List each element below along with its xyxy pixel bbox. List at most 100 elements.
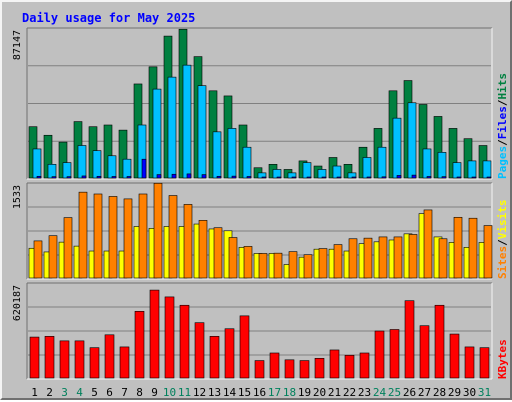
bar-pages-day-30	[471, 176, 477, 179]
bar-kbytes-day-17	[269, 352, 280, 379]
bar-files-day-19	[302, 162, 312, 179]
bar-kbytes-day-8	[134, 311, 145, 379]
x-tick-label: 26	[403, 386, 416, 399]
bar-pages-day-5	[96, 175, 102, 179]
bar-pages-day-26	[411, 174, 417, 179]
bar-files-day-29	[452, 162, 462, 179]
x-tick-label: 5	[91, 386, 98, 399]
x-tick-label: 16	[253, 386, 266, 399]
bar-kbytes-day-15	[239, 315, 250, 379]
bar-kbytes-day-23	[359, 352, 370, 379]
bar-files-day-31	[482, 160, 492, 179]
bar-pages-day-13	[216, 175, 222, 179]
bar-files-day-21	[332, 165, 342, 179]
bar-kbytes-day-13	[209, 336, 220, 379]
legend-entry: Hits	[496, 73, 509, 100]
bar-files-day-25	[392, 117, 402, 179]
x-tick-label: 30	[463, 386, 476, 399]
legend-entry: /	[496, 139, 509, 146]
bar-sites-day-7	[123, 198, 133, 279]
bar-sites-day-17	[273, 252, 283, 279]
x-tick-label: 31	[478, 386, 491, 399]
bar-files-day-26	[407, 102, 417, 179]
bar-sites-day-16	[258, 253, 268, 279]
x-tick-label: 1	[31, 386, 38, 399]
x-tick-label: 25	[388, 386, 401, 399]
bar-kbytes-day-11	[179, 304, 190, 379]
bar-files-day-15	[242, 146, 252, 179]
bar-kbytes-day-19	[299, 360, 310, 379]
series-kbytes	[29, 289, 490, 379]
bar-files-day-13	[212, 131, 222, 179]
bar-sites-day-24	[378, 236, 388, 279]
bar-sites-day-3	[63, 217, 73, 279]
x-tick-label: 23	[358, 386, 371, 399]
x-tick-label: 27	[418, 386, 431, 399]
bar-pages-day-14	[231, 175, 237, 179]
x-tick-label: 3	[61, 386, 68, 399]
bar-pages-day-7	[126, 176, 132, 179]
bar-sites-day-9	[153, 182, 163, 279]
bar-files-day-7	[122, 158, 132, 179]
bar-sites-day-13	[213, 227, 223, 279]
bar-files-day-9	[152, 88, 162, 179]
bar-sites-day-6	[108, 196, 118, 279]
bar-sites-day-14	[228, 237, 238, 279]
x-tick-label: 17	[268, 386, 281, 399]
x-tick-label: 28	[433, 386, 446, 399]
bar-pages-day-29	[456, 176, 462, 179]
bar-kbytes-day-5	[89, 347, 100, 379]
bar-files-day-27	[422, 148, 432, 179]
legend-entry: /	[496, 99, 509, 106]
legend-top: Pages/Files/Hits	[496, 73, 509, 179]
x-tick-label: 9	[151, 386, 158, 399]
series-visits	[28, 213, 488, 279]
bar-files-day-30	[467, 160, 477, 179]
legend-entry: /	[496, 239, 509, 246]
bar-pages-day-19	[306, 176, 312, 179]
bar-kbytes-day-24	[374, 330, 385, 379]
bar-files-day-10	[167, 76, 177, 179]
panel-bottom: 620187 KBytes	[12, 282, 509, 380]
bar-pages-day-9	[156, 174, 162, 179]
bar-kbytes-day-9	[149, 289, 160, 379]
legend-entry: KBytes	[496, 339, 509, 379]
x-tick-label: 19	[298, 386, 311, 399]
bar-pages-day-18	[291, 176, 297, 179]
bar-sites-day-31	[483, 225, 493, 279]
x-tick-label: 10	[163, 386, 176, 399]
bar-sites-day-19	[303, 254, 313, 279]
x-tick-label: 13	[208, 386, 221, 399]
x-tick-label: 2	[46, 386, 53, 399]
x-tick-label: 15	[238, 386, 251, 399]
bar-kbytes-day-29	[449, 333, 460, 379]
chart-title: Daily usage for May 2025	[22, 11, 195, 25]
bar-files-day-24	[377, 146, 387, 179]
bar-kbytes-day-12	[194, 322, 205, 379]
x-tick-label: 22	[343, 386, 356, 399]
bar-kbytes-day-28	[434, 304, 445, 379]
bar-pages-day-24	[381, 176, 387, 179]
bar-pages-day-20	[321, 176, 327, 179]
bar-kbytes-day-3	[59, 340, 70, 379]
bar-kbytes-day-2	[44, 336, 55, 379]
bar-sites-day-1	[33, 240, 43, 279]
bar-pages-day-21	[336, 176, 342, 179]
series-pages	[36, 158, 492, 179]
legend-bottom: KBytes	[496, 339, 509, 379]
panel-middle: 1533 Sites/Visits	[12, 182, 509, 280]
bar-kbytes-day-4	[74, 340, 85, 379]
bar-sites-day-15	[243, 246, 253, 279]
legend-entry: Pages	[496, 146, 509, 179]
bar-sites-day-12	[198, 220, 208, 279]
x-tick-label: 11	[178, 386, 191, 399]
bar-kbytes-day-27	[419, 325, 430, 379]
x-tick-label: 12	[193, 386, 206, 399]
x-tick-label: 21	[328, 386, 341, 399]
legend-middle: Sites/Visits	[496, 200, 509, 280]
bar-files-day-12	[197, 85, 207, 179]
bar-pages-day-27	[426, 176, 432, 179]
legend-entry: Sites	[496, 246, 509, 279]
